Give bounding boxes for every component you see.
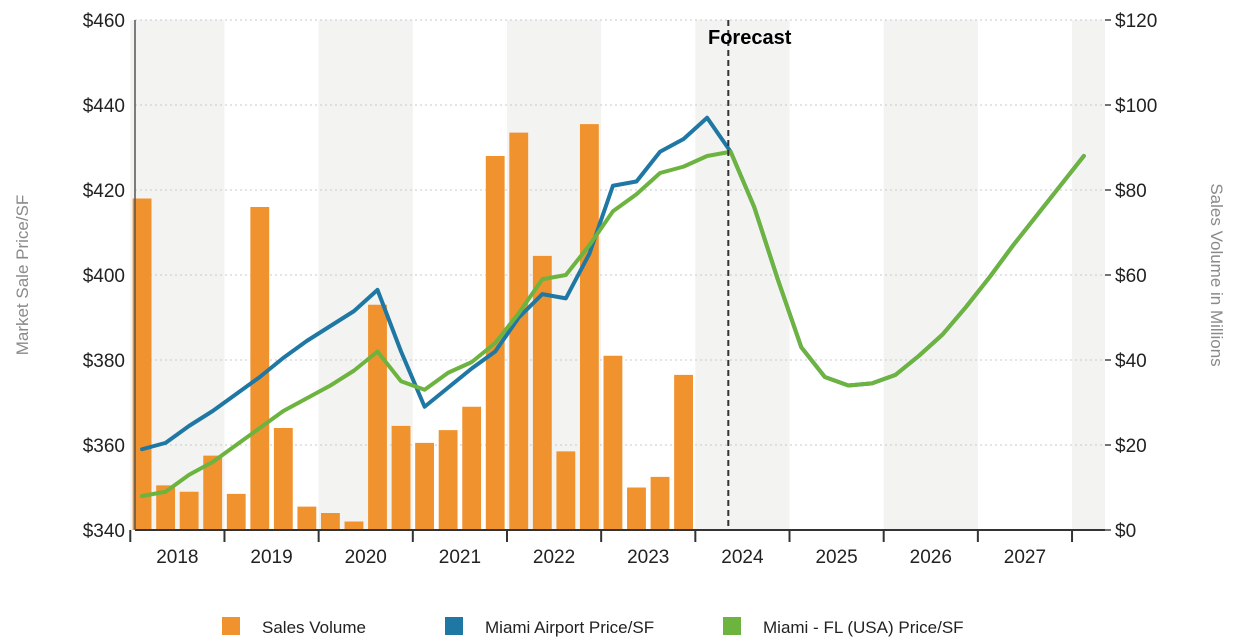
legend-swatch	[445, 617, 463, 635]
left-tick-label: $440	[83, 96, 125, 117]
sales-volume-bar	[320, 513, 340, 530]
left-tick-label: $380	[83, 351, 125, 372]
miami-fl-price-line	[140, 149, 1086, 498]
axes: $340 $360 $380 $400 $420 $440 $460 $0 $20 $40 $60 $…	[83, 11, 1158, 568]
year-label: 2023	[627, 547, 669, 568]
forecast-label: Forecast	[708, 27, 792, 49]
sales-volume-bar	[532, 255, 552, 530]
sales-volume-bar	[579, 124, 599, 530]
sales-volume-bar	[179, 491, 199, 530]
price-lines	[140, 115, 1086, 498]
year-label: 2024	[721, 547, 764, 568]
sales-volume-bar	[344, 521, 364, 530]
sales-volume-bar	[603, 355, 623, 530]
year-label: 2022	[533, 547, 575, 568]
sales-volume-bar	[627, 487, 646, 530]
left-tick-label: $460	[83, 11, 125, 32]
sales-volume-bar	[226, 493, 246, 530]
sales-volume-bar	[273, 428, 293, 530]
right-axis-title: Sales Volume in Millions	[1207, 183, 1226, 366]
sales-volume-bar	[509, 132, 529, 530]
year-label: 2021	[439, 547, 481, 568]
year-label: 2018	[156, 547, 198, 568]
year-label: 2027	[1004, 547, 1046, 568]
year-label: 2020	[345, 547, 387, 568]
left-tick-label: $420	[83, 181, 125, 202]
legend-label: Sales Volume	[262, 618, 366, 637]
sales-volume-bar	[415, 442, 435, 530]
sales-volume-bar	[462, 406, 482, 530]
sales-volume-bar	[650, 476, 670, 530]
legend: Sales Volume Miami Airport Price/SF Miami …	[222, 617, 964, 637]
year-label: 2025	[815, 547, 857, 568]
right-tick-label: $40	[1115, 351, 1147, 372]
legend-swatch	[723, 617, 741, 635]
right-tick-label: $60	[1115, 266, 1147, 287]
right-tick-label: $100	[1115, 96, 1157, 117]
left-tick-label: $340	[83, 521, 125, 542]
right-tick-label: $120	[1115, 11, 1157, 32]
sales-volume-bar	[297, 506, 317, 530]
right-tick-label: $0	[1115, 521, 1136, 542]
left-tick-label: $360	[83, 436, 125, 457]
legend-label: Miami - FL (USA) Price/SF	[763, 618, 964, 637]
year-label: 2026	[910, 547, 952, 568]
left-axis-title: Market Sale Price/SF	[13, 195, 32, 356]
sales-volume-bar	[250, 207, 270, 530]
year-label: 2019	[250, 547, 292, 568]
sales-volume-bar	[156, 485, 176, 530]
legend-swatch	[222, 617, 240, 635]
right-tick-label: $80	[1115, 181, 1147, 202]
sales-volume-bar	[391, 425, 411, 530]
sales-volume-bar	[438, 430, 458, 530]
legend-label: Miami Airport Price/SF	[485, 618, 654, 637]
right-tick-label: $20	[1115, 436, 1147, 457]
sales-volume-bar	[556, 451, 576, 530]
left-tick-label: $400	[83, 266, 125, 287]
sales-volume-bar	[368, 304, 387, 530]
sales-volume-bar	[203, 455, 223, 530]
sales-volume-bar	[674, 374, 693, 530]
year-band	[1072, 20, 1105, 530]
gridlines	[135, 19, 1105, 446]
